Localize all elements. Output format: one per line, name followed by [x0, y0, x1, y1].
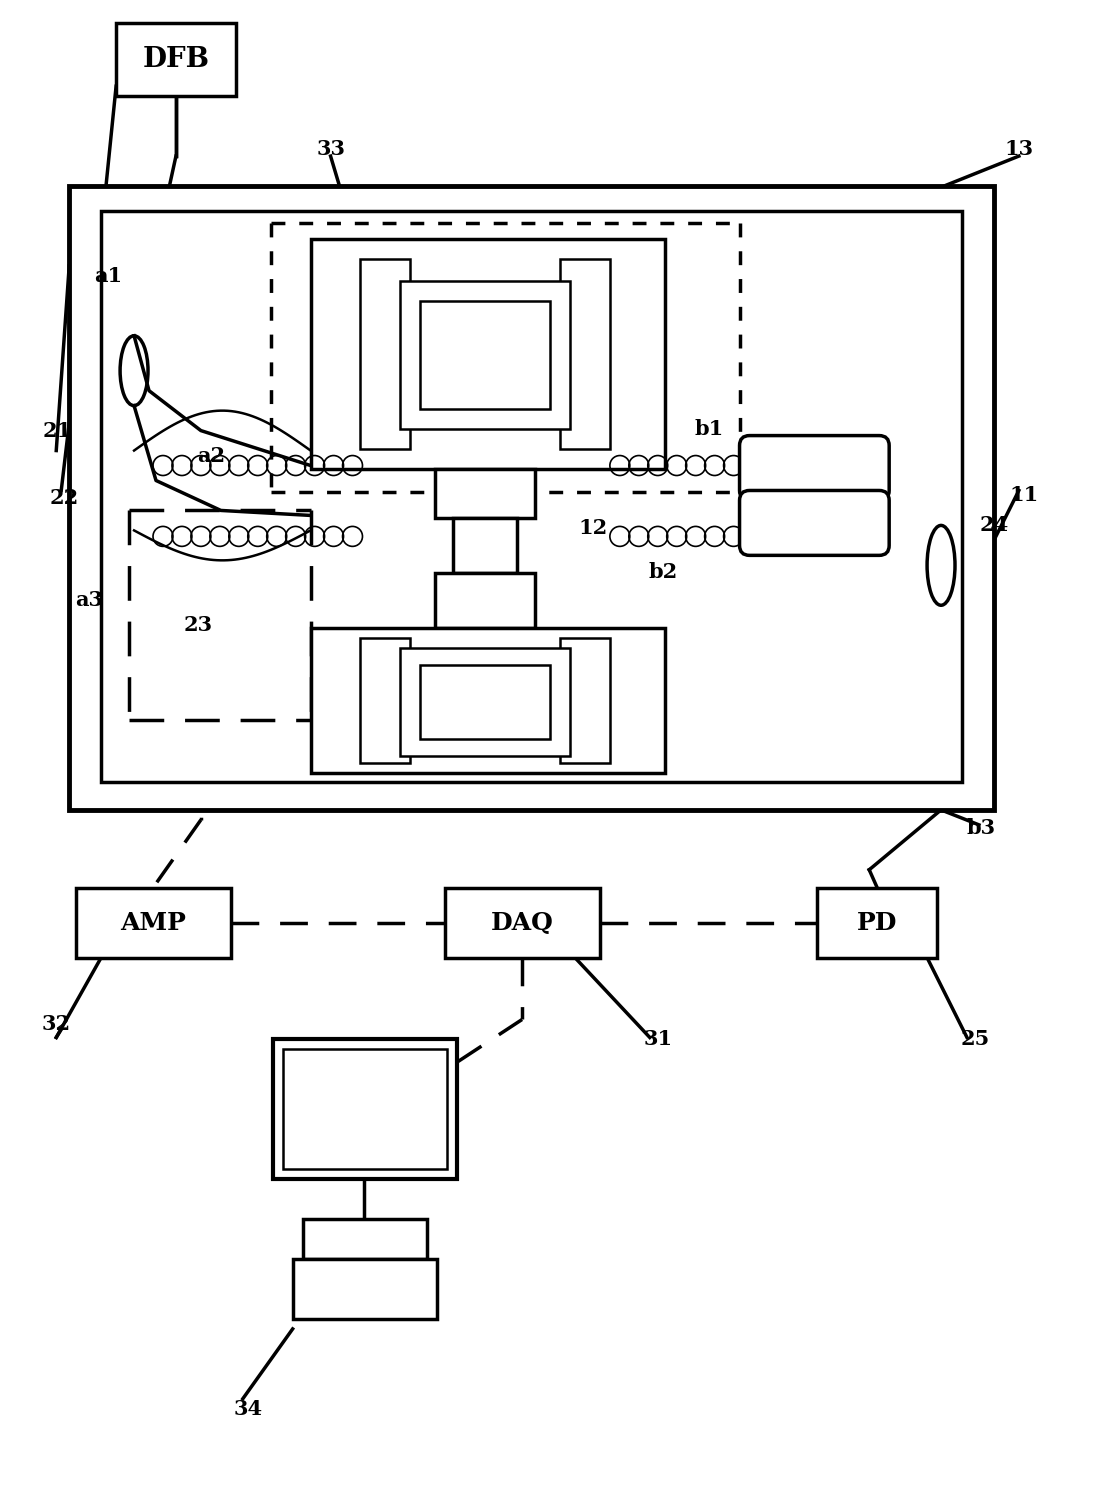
- Ellipse shape: [120, 336, 148, 406]
- Bar: [435, 574, 535, 627]
- Text: AMP: AMP: [120, 911, 186, 935]
- Text: PD: PD: [857, 911, 898, 935]
- Bar: [454, 518, 517, 574]
- Text: 34: 34: [233, 1398, 262, 1419]
- Bar: [420, 300, 550, 409]
- Text: b1: b1: [695, 418, 725, 439]
- Bar: [360, 258, 410, 448]
- Bar: [435, 469, 535, 518]
- Text: 12: 12: [579, 518, 608, 538]
- Text: 21: 21: [42, 421, 71, 441]
- Bar: [101, 211, 962, 781]
- Text: 11: 11: [1009, 486, 1038, 505]
- Bar: [273, 1040, 457, 1179]
- Ellipse shape: [927, 526, 956, 605]
- Bar: [76, 887, 231, 958]
- Bar: [420, 665, 550, 740]
- Bar: [560, 258, 610, 448]
- Bar: [302, 1219, 427, 1259]
- FancyBboxPatch shape: [739, 490, 889, 556]
- Bar: [560, 638, 610, 763]
- Text: 32: 32: [41, 1014, 71, 1034]
- Text: DAQ: DAQ: [491, 911, 553, 935]
- Text: 31: 31: [643, 1029, 672, 1049]
- Bar: [360, 638, 410, 763]
- Bar: [400, 648, 570, 756]
- Text: 24: 24: [979, 515, 1009, 535]
- Bar: [69, 187, 993, 810]
- Bar: [292, 1259, 437, 1319]
- Bar: [445, 887, 600, 958]
- Bar: [311, 627, 665, 772]
- Text: b3: b3: [967, 817, 996, 838]
- Text: 23: 23: [183, 616, 213, 635]
- Text: 33: 33: [316, 139, 345, 160]
- Text: 25: 25: [960, 1029, 990, 1049]
- Bar: [311, 239, 665, 469]
- Text: a2: a2: [197, 445, 225, 466]
- Bar: [283, 1049, 447, 1170]
- Bar: [400, 281, 570, 429]
- Text: b2: b2: [648, 562, 677, 583]
- Bar: [116, 24, 235, 96]
- Text: 22: 22: [49, 489, 79, 508]
- Text: 13: 13: [1005, 139, 1034, 160]
- Text: a1: a1: [94, 266, 123, 285]
- Bar: [817, 887, 937, 958]
- Text: DFB: DFB: [143, 46, 210, 73]
- FancyBboxPatch shape: [739, 436, 889, 500]
- Text: a3: a3: [75, 590, 104, 610]
